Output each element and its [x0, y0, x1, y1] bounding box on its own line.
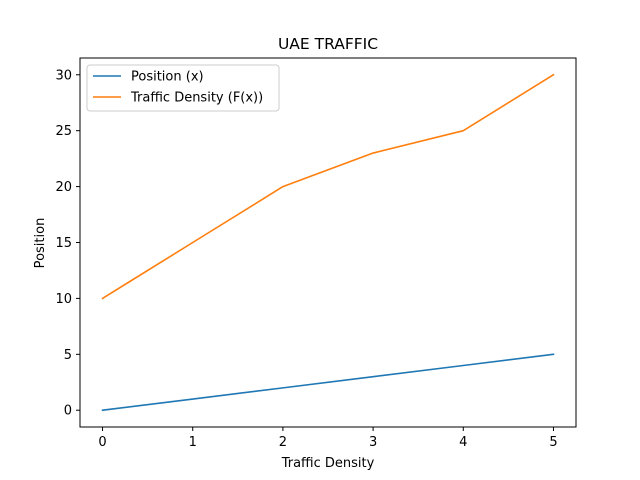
- x-tick-label: 1: [189, 435, 197, 450]
- plot-lines: [101, 73, 555, 412]
- legend: Position (x) Traffic Density (F(x)): [86, 64, 280, 112]
- legend-label-0: Position (x): [131, 70, 204, 85]
- y-tick-label: 30: [55, 68, 72, 83]
- x-tick-label: 2: [279, 435, 287, 450]
- y-axis-label: Position: [33, 218, 48, 269]
- series-line-1: [101, 73, 555, 300]
- y-tick-label: 25: [55, 124, 72, 139]
- y-tick-label: 0: [64, 404, 72, 419]
- x-axis-ticks: 0 1 2 3 4 5: [98, 427, 558, 450]
- x-tick-label: 3: [369, 435, 377, 450]
- y-tick-label: 10: [55, 292, 72, 307]
- y-axis-ticks: 0 5 10 15 20 25 30: [55, 68, 80, 419]
- y-tick-label: 20: [55, 180, 72, 195]
- legend-label-1: Traffic Density (F(x)): [130, 91, 263, 106]
- y-tick-label: 5: [64, 348, 72, 363]
- x-tick-label: 0: [98, 435, 106, 450]
- chart-title: UAE TRAFFIC: [278, 35, 378, 53]
- y-tick-label: 15: [55, 236, 72, 251]
- x-axis-label: Traffic Density: [281, 456, 375, 471]
- legend-box: [86, 64, 280, 112]
- series-line-0: [101, 353, 555, 412]
- x-tick-label: 4: [459, 435, 467, 450]
- x-tick-label: 5: [549, 435, 557, 450]
